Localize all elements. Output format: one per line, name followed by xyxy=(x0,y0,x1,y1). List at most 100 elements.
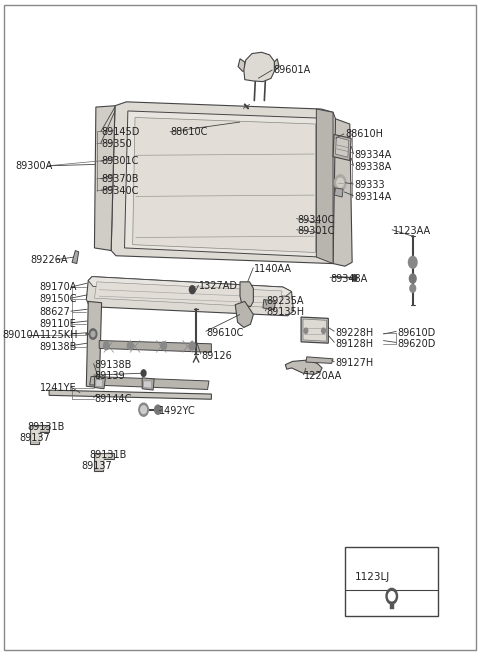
Text: 89150C: 89150C xyxy=(39,294,77,304)
Polygon shape xyxy=(95,282,282,308)
Text: 89301C: 89301C xyxy=(102,156,139,166)
Circle shape xyxy=(127,342,133,350)
Polygon shape xyxy=(96,380,103,387)
Circle shape xyxy=(141,405,146,413)
Text: 88610H: 88610H xyxy=(345,129,383,139)
Text: 89010A: 89010A xyxy=(3,330,40,341)
Text: 89300A: 89300A xyxy=(16,160,53,171)
Polygon shape xyxy=(72,251,79,263)
Polygon shape xyxy=(301,317,328,343)
Text: 89301C: 89301C xyxy=(297,226,335,236)
Polygon shape xyxy=(235,301,253,328)
Circle shape xyxy=(190,342,195,350)
Polygon shape xyxy=(244,52,275,82)
Text: 89338A: 89338A xyxy=(355,162,392,172)
Text: 89137: 89137 xyxy=(20,434,50,443)
Polygon shape xyxy=(240,282,253,307)
Text: 89610D: 89610D xyxy=(397,328,436,338)
Text: 88610C: 88610C xyxy=(171,127,208,137)
Circle shape xyxy=(352,274,357,281)
Circle shape xyxy=(89,329,97,339)
Text: 1123LJ: 1123LJ xyxy=(355,572,390,582)
Polygon shape xyxy=(49,390,211,400)
Text: 1492YC: 1492YC xyxy=(159,406,196,416)
Text: 89137: 89137 xyxy=(82,461,112,472)
Polygon shape xyxy=(124,111,321,257)
Text: 89340C: 89340C xyxy=(297,215,335,225)
Text: 1220AA: 1220AA xyxy=(304,371,343,381)
Circle shape xyxy=(190,286,195,293)
Text: 89340C: 89340C xyxy=(102,185,139,196)
Circle shape xyxy=(155,405,161,414)
Polygon shape xyxy=(263,299,276,310)
Polygon shape xyxy=(95,453,114,471)
Polygon shape xyxy=(335,188,343,197)
Circle shape xyxy=(161,342,167,350)
Circle shape xyxy=(141,370,146,377)
Text: 89601A: 89601A xyxy=(274,65,311,75)
Text: 89139: 89139 xyxy=(95,371,125,381)
Text: 1327AD: 1327AD xyxy=(199,282,239,291)
Text: 89128H: 89128H xyxy=(336,339,373,349)
Text: 89314A: 89314A xyxy=(355,192,392,202)
Circle shape xyxy=(91,331,95,337)
Text: 89226A: 89226A xyxy=(30,255,68,265)
Text: 89333: 89333 xyxy=(355,180,385,191)
Polygon shape xyxy=(238,59,245,71)
Polygon shape xyxy=(86,301,102,388)
Text: 89610C: 89610C xyxy=(206,328,244,338)
Circle shape xyxy=(139,403,148,416)
Text: 1241YE: 1241YE xyxy=(39,383,76,393)
Polygon shape xyxy=(88,276,291,296)
Circle shape xyxy=(304,328,308,333)
Text: 1123AA: 1123AA xyxy=(393,226,431,236)
Polygon shape xyxy=(144,381,152,388)
Text: 89127H: 89127H xyxy=(336,358,374,368)
Text: 89131B: 89131B xyxy=(28,422,65,432)
Polygon shape xyxy=(285,360,322,375)
Polygon shape xyxy=(86,276,293,316)
Text: 89135H: 89135H xyxy=(266,307,304,318)
Circle shape xyxy=(388,591,395,601)
Text: 89228H: 89228H xyxy=(336,328,374,338)
Bar xyxy=(345,548,438,616)
Polygon shape xyxy=(96,454,112,470)
Polygon shape xyxy=(132,117,315,252)
Circle shape xyxy=(409,274,416,283)
Text: 89170A: 89170A xyxy=(39,282,77,292)
Text: 89370B: 89370B xyxy=(102,174,139,184)
Polygon shape xyxy=(32,426,48,442)
Circle shape xyxy=(104,342,109,350)
Text: 89138B: 89138B xyxy=(95,360,132,369)
Text: 89144C: 89144C xyxy=(95,394,132,404)
Text: 89145D: 89145D xyxy=(102,127,140,137)
Text: 1125KH: 1125KH xyxy=(39,330,78,341)
Text: 89334A: 89334A xyxy=(355,150,392,160)
Polygon shape xyxy=(316,109,333,263)
Polygon shape xyxy=(111,102,336,263)
Polygon shape xyxy=(333,134,351,160)
Circle shape xyxy=(408,256,417,268)
Text: 89131B: 89131B xyxy=(90,450,127,460)
Polygon shape xyxy=(99,341,211,352)
Text: 89138B: 89138B xyxy=(39,342,77,352)
Text: 89620D: 89620D xyxy=(397,339,436,349)
Polygon shape xyxy=(275,59,279,71)
Circle shape xyxy=(322,328,325,333)
Circle shape xyxy=(335,175,346,191)
Circle shape xyxy=(386,588,397,604)
Text: 89126: 89126 xyxy=(202,350,233,360)
Polygon shape xyxy=(95,105,115,251)
Polygon shape xyxy=(333,119,352,266)
Circle shape xyxy=(410,284,416,292)
Polygon shape xyxy=(30,425,49,443)
Polygon shape xyxy=(95,377,106,389)
Polygon shape xyxy=(90,377,209,390)
Polygon shape xyxy=(336,137,349,157)
Text: 1140AA: 1140AA xyxy=(254,264,292,274)
Polygon shape xyxy=(306,357,333,364)
Text: 89110E: 89110E xyxy=(39,318,76,329)
Circle shape xyxy=(337,178,344,187)
Text: 89235A: 89235A xyxy=(266,297,304,307)
Polygon shape xyxy=(303,319,326,341)
